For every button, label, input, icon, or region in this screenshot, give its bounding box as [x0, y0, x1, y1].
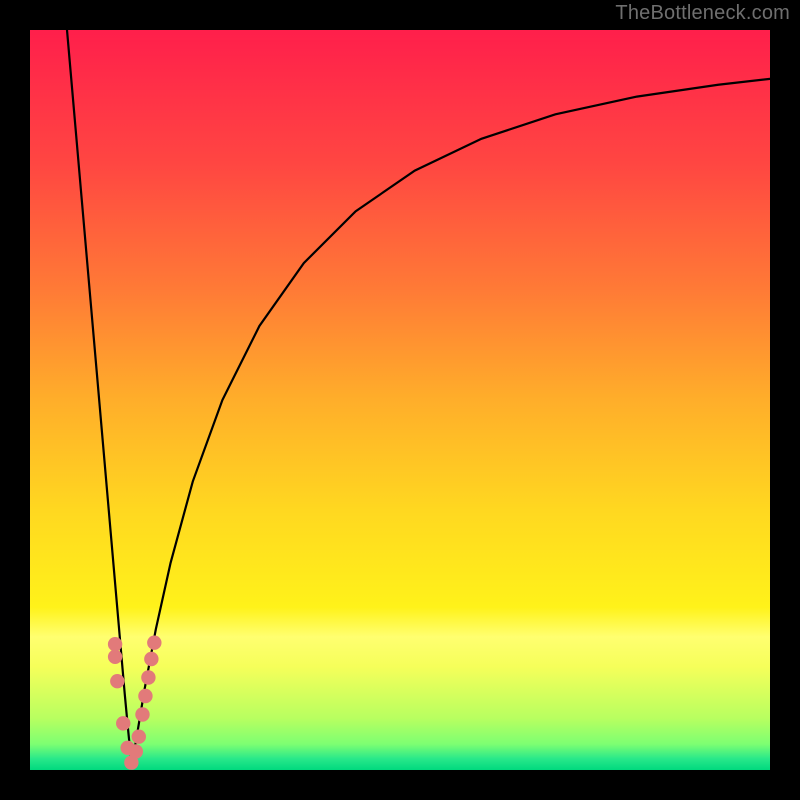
watermark-text: TheBottleneck.com — [615, 2, 790, 25]
marker-point — [135, 707, 149, 721]
plot-background-gradient — [30, 30, 770, 770]
bottleneck-chart — [0, 0, 800, 800]
marker-point — [108, 637, 122, 651]
marker-point — [138, 689, 152, 703]
marker-point — [141, 670, 155, 684]
marker-point — [110, 674, 124, 688]
marker-point — [116, 716, 130, 730]
marker-point — [144, 652, 158, 666]
chart-container: { "meta": { "watermark": "TheBottleneck.… — [0, 0, 800, 800]
marker-point — [147, 636, 161, 650]
marker-point — [132, 730, 146, 744]
marker-point — [129, 744, 143, 758]
marker-point — [108, 650, 122, 664]
